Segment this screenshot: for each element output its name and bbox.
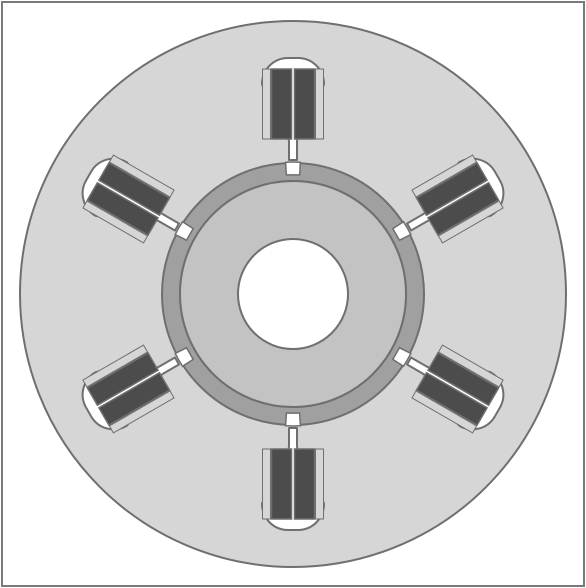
- shaft-bore: [238, 239, 348, 349]
- coil-bar: [272, 69, 292, 139]
- motor-cross-section: [0, 0, 586, 588]
- coil-bar: [295, 69, 315, 139]
- coil-spacer: [316, 69, 324, 139]
- coil-bar: [272, 449, 292, 519]
- coil-spacer: [263, 69, 271, 139]
- coil-spacer: [263, 449, 271, 519]
- ring-notch: [286, 413, 301, 426]
- ring-notch: [286, 162, 301, 175]
- coil-bar: [295, 449, 315, 519]
- coil-spacer: [316, 449, 324, 519]
